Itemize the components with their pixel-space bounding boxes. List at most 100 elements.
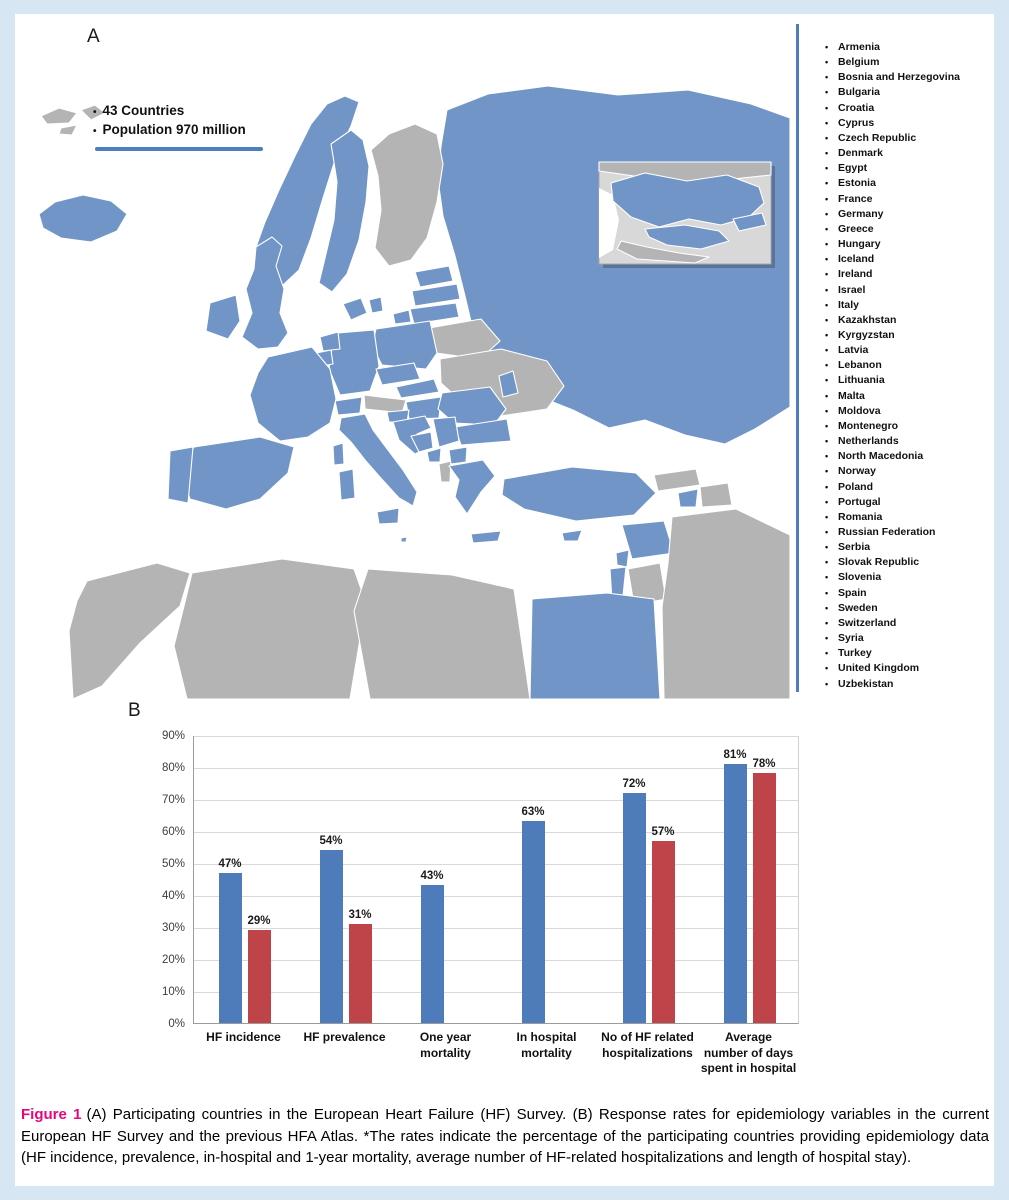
country-egypt <box>529 592 661 700</box>
country-list-item: • Czech Republic <box>825 131 993 146</box>
country-list-item: • Syria <box>825 631 993 646</box>
country-list-item: • Poland <box>825 480 993 495</box>
bullet-icon: • <box>825 496 829 507</box>
country-united-kingdom <box>241 236 289 350</box>
country-name: Slovak Republic <box>838 556 920 569</box>
x-category-label: HF incidence <box>206 1030 281 1044</box>
bullet-icon: • <box>825 405 829 416</box>
bullet-icon: • <box>825 57 829 68</box>
bar-value-label: 31% <box>348 908 372 921</box>
country-name: Switzerland <box>838 616 897 629</box>
map-countries <box>38 85 791 700</box>
country-finland <box>370 123 444 267</box>
country-lithuania <box>409 302 460 325</box>
bullet-icon: • <box>825 678 829 689</box>
bar-series-0-category-4 <box>622 792 646 1023</box>
gridline <box>194 928 798 929</box>
country-name: Russian Federation <box>838 526 936 538</box>
panel-a-label: A <box>87 26 100 47</box>
bar-value-label: 43% <box>420 870 444 883</box>
country-name: Ireland <box>838 268 873 281</box>
country-name: Slovenia <box>838 571 882 584</box>
country-north-macedonia <box>448 446 468 465</box>
country-name: Latvia <box>838 344 869 357</box>
bar-value-label: 81% <box>723 748 747 761</box>
country-list-item: • United Kingdom <box>825 661 993 676</box>
bullet-icon: • <box>825 542 829 553</box>
country-list-item: • Kazakhstan <box>825 313 993 328</box>
bullet-icon: • <box>825 527 829 537</box>
bullet-icon: • <box>825 42 829 52</box>
bullet-icon: • <box>825 163 829 174</box>
country-name: Sweden <box>838 601 878 614</box>
bullet-icon: • <box>825 269 829 280</box>
country-name: Netherlands <box>838 435 899 448</box>
bar-value-label: 29% <box>247 915 271 928</box>
country-list-item: • Lithuania <box>825 373 993 388</box>
country-name: Hungary <box>838 238 881 251</box>
country-name: Moldova <box>838 404 881 417</box>
country-ireland <box>205 294 241 340</box>
country-list-item: • Romania <box>825 510 993 525</box>
y-tick-label: 10% <box>161 986 185 998</box>
country-name: Syria <box>838 632 864 645</box>
bar-series-1-category-5 <box>752 773 776 1023</box>
bar-value-label: 54% <box>319 835 343 848</box>
country-list-item: • Iceland <box>825 252 993 267</box>
country-libya-tunisia <box>353 568 531 700</box>
bar-series-1-category-0 <box>247 930 271 1023</box>
country-list-item: • Norway <box>825 464 993 479</box>
country-list-item: • Cyprus <box>825 116 993 131</box>
bullet-icon: • <box>825 617 829 628</box>
country-list-item: • Egypt <box>825 161 993 176</box>
y-tick-label: 60% <box>161 826 185 838</box>
bullet-icon: • <box>825 557 829 568</box>
country-list-item: • Belgium <box>825 55 993 70</box>
country-name: Romania <box>838 510 883 523</box>
island-svalbard-1 <box>40 107 78 125</box>
y-tick-label: 30% <box>161 922 185 934</box>
country-list-item: • Estonia <box>825 176 993 191</box>
country-list-item: • France <box>825 192 993 207</box>
bullet-icon: • <box>825 223 829 234</box>
country-cyprus <box>561 529 583 542</box>
bullet-icon: • <box>825 360 829 371</box>
figure-caption-label: Figure 1 <box>21 1106 82 1123</box>
country-list-item: • Croatia <box>825 101 993 116</box>
x-category-label: One year mortality <box>419 1030 472 1060</box>
europe-map <box>38 85 791 700</box>
country-name: North Macedonia <box>838 450 924 463</box>
inset-map <box>598 161 775 268</box>
bullet-icon: • <box>825 284 829 295</box>
country-lebanon <box>615 549 630 568</box>
country-iceland <box>38 194 128 243</box>
country-name: Spain <box>838 586 867 599</box>
bullet-icon: • <box>825 87 829 98</box>
figure-caption-body: (A) Participating countries in the Europ… <box>21 1106 989 1166</box>
country-list-item: • Montenegro <box>825 419 993 434</box>
gridline <box>194 864 798 865</box>
bullet-icon: • <box>825 587 829 598</box>
country-latvia <box>411 283 461 307</box>
country-name: Estonia <box>838 177 876 190</box>
country-list-item: • Spain <box>825 586 993 601</box>
country-name: Kyrgyzstan <box>838 328 895 341</box>
country-list-item: • Ireland <box>825 267 993 282</box>
country-list-item: • Latvia <box>825 343 993 358</box>
country-name: Malta <box>838 389 865 402</box>
country-name: Turkey <box>838 647 872 660</box>
country-name: Italy <box>838 298 860 311</box>
country-estonia <box>414 265 454 288</box>
country-armenia <box>677 488 699 508</box>
inset-turkmenistan <box>616 240 710 264</box>
country-switzerland <box>334 396 363 416</box>
country-list-item: • Germany <box>825 207 993 222</box>
bullet-icon: • <box>825 148 829 159</box>
bullet-icon: • <box>825 602 829 613</box>
country-sweden <box>318 129 370 293</box>
gridline <box>194 960 798 961</box>
country-list-item: • North Macedonia <box>825 449 993 464</box>
inset-caspian-sea <box>599 188 619 258</box>
figure-caption: Figure 1 (A) Participating countries in t… <box>21 1104 989 1169</box>
